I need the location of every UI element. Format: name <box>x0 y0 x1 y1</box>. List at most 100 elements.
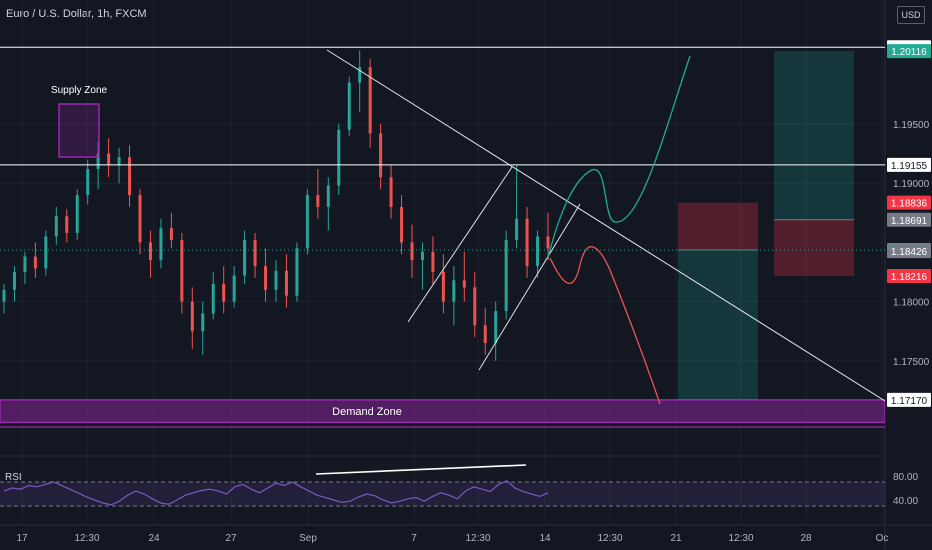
candle-body <box>253 240 257 267</box>
candle-body <box>128 157 132 196</box>
candle-body <box>201 313 205 332</box>
x-tick-label: 14 <box>539 533 551 544</box>
descending-trendline <box>326 49 885 402</box>
candle-body <box>431 251 435 272</box>
x-tick-label: 12:30 <box>465 533 490 544</box>
long-target-box <box>774 51 854 220</box>
x-tick-label: 24 <box>148 533 160 544</box>
candle-body <box>274 270 278 290</box>
candle-body <box>379 133 383 178</box>
candle-body <box>243 240 247 276</box>
channel-lower-line <box>478 203 581 371</box>
candle-body <box>295 248 299 296</box>
candle-body <box>326 185 330 207</box>
candle-body <box>410 242 414 261</box>
price-tag: 1.18216 <box>891 272 928 283</box>
price-tag: 1.18691 <box>891 216 928 227</box>
candle-body <box>400 206 404 243</box>
candle-body <box>190 301 194 332</box>
candle-body <box>462 280 466 288</box>
price-tag: 1.17170 <box>891 396 928 407</box>
candle-body <box>2 289 6 302</box>
candle-body <box>211 283 215 314</box>
rsi-divergence-line <box>315 464 527 475</box>
price-tag: 1.20116 <box>891 47 927 58</box>
supply-zone-box <box>58 103 100 158</box>
candle-body <box>483 325 487 344</box>
x-tick-label: 7 <box>411 533 417 544</box>
rsi-tick-label: 40.00 <box>893 496 918 507</box>
candle-body <box>33 256 37 269</box>
candle-body <box>86 168 90 196</box>
price-tag-bg <box>887 157 931 172</box>
x-tick-label: 17 <box>16 533 28 544</box>
y-tick-label: 1.18000 <box>893 298 930 309</box>
candle-body <box>180 240 184 302</box>
candle-body <box>546 236 550 249</box>
price-tag-bg <box>887 244 931 259</box>
candle-body <box>148 242 152 261</box>
candle-body <box>473 287 477 326</box>
candle-body <box>504 240 508 312</box>
candle-body <box>368 67 372 134</box>
candle-body <box>284 270 288 296</box>
candle-body <box>515 218 519 241</box>
demand-zone-label: Demand Zone <box>332 406 402 418</box>
rsi-tick-label: 80.00 <box>893 472 918 483</box>
short-stop-box <box>678 202 758 250</box>
price-tag: 1.18836 <box>891 199 928 210</box>
candle-body <box>347 82 351 130</box>
candle-body <box>358 67 362 83</box>
candle-body <box>441 272 445 302</box>
x-tick-label: 12:30 <box>728 533 753 544</box>
x-tick-label: Oc <box>876 533 889 544</box>
candle-body <box>222 283 226 302</box>
long-stop-box <box>774 219 854 277</box>
candle-body <box>420 251 424 261</box>
rsi-band <box>0 482 885 506</box>
candle-body <box>75 195 79 233</box>
demand-zone-band <box>0 399 885 424</box>
candle-body <box>96 153 100 169</box>
x-tick-label: 28 <box>800 533 812 544</box>
bearish-projection-path <box>549 246 661 405</box>
y-tick-label: 1.19000 <box>893 179 930 190</box>
candle-body <box>159 228 163 261</box>
candle-body <box>44 236 48 269</box>
x-tick-label: 12:30 <box>597 533 622 544</box>
y-tick-label: 1.19500 <box>893 120 930 131</box>
price-tag: 1.18426 <box>891 247 928 258</box>
price-tag: 1.19155 <box>891 161 928 172</box>
x-tick-label: Sep <box>299 533 317 544</box>
candle-body <box>536 236 540 267</box>
price-tag-bg <box>887 269 931 284</box>
price-tag-bg <box>887 392 931 407</box>
candle-body <box>117 157 121 166</box>
candle-body <box>54 216 58 237</box>
rsi-line <box>3 480 549 506</box>
rsi-label: RSI <box>5 472 22 483</box>
candle-body <box>138 195 142 243</box>
candle-body <box>305 195 309 249</box>
chart-title: Euro / U.S. Dollar, 1h, FXCM <box>6 8 147 20</box>
candle-body <box>389 177 393 207</box>
candle-body <box>65 216 69 233</box>
candle-body <box>525 218 529 267</box>
candle-body <box>169 228 173 241</box>
x-tick-label: 27 <box>225 533 237 544</box>
x-tick-label: 21 <box>670 533 682 544</box>
candle-body <box>337 129 341 186</box>
price-tag-bg <box>887 44 931 59</box>
channel-upper-line <box>407 166 513 323</box>
short-target-box <box>678 249 758 400</box>
currency-badge[interactable]: USD <box>897 6 925 24</box>
candle-body <box>23 256 27 272</box>
y-tick-label: 1.17500 <box>893 357 930 368</box>
candle-body <box>107 153 111 166</box>
price-tag-bg <box>887 212 931 227</box>
candle-body <box>452 280 456 302</box>
price-tag-bg <box>887 195 931 210</box>
candle-body <box>12 272 16 290</box>
candle-body <box>316 195 320 207</box>
